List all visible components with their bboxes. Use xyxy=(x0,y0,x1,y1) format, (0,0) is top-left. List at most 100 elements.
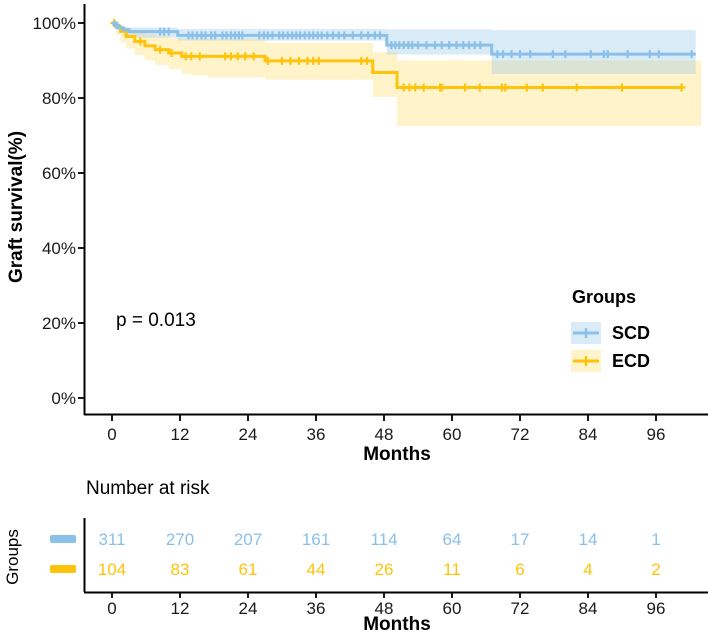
ecd-censor-mark xyxy=(437,83,446,92)
y-tick-label: 100% xyxy=(33,14,76,33)
ecd-confidence-band xyxy=(112,23,702,127)
x-tick-label: 24 xyxy=(239,425,258,444)
risk-x-tick-label: 12 xyxy=(171,599,190,618)
y-axis-title: Graft survival(%) xyxy=(6,130,27,284)
ecd-censor-mark xyxy=(501,83,510,92)
scd-censor-mark xyxy=(654,50,663,59)
ecd-censor-mark xyxy=(572,83,581,92)
scd-censor-mark xyxy=(112,21,121,30)
risk-count-ecd: 104 xyxy=(98,560,126,579)
risk-count-ecd: 4 xyxy=(583,560,592,579)
ecd-censor-mark xyxy=(136,37,145,46)
scd-censor-mark xyxy=(603,50,612,59)
scd-censor-mark xyxy=(376,31,384,40)
risk-count-scd: 64 xyxy=(443,530,462,549)
scd-censor-mark xyxy=(476,41,485,50)
risk-count-scd: 14 xyxy=(579,530,598,549)
x-tick-label: 12 xyxy=(171,425,190,444)
risk-count-scd: 207 xyxy=(234,530,262,549)
risk-x-tick-label: 60 xyxy=(443,599,462,618)
risk-count-scd: 270 xyxy=(166,530,194,549)
legend-label-scd: SCD xyxy=(612,323,651,343)
risk-count-ecd: 2 xyxy=(651,560,660,579)
scd-censor-mark xyxy=(437,41,446,50)
risk-count-scd: 1 xyxy=(651,530,660,549)
legend-title: Groups xyxy=(572,287,637,307)
risk-count-scd: 161 xyxy=(302,530,330,549)
scd-censor-mark xyxy=(586,50,595,59)
risk-table-x-axis-title: Months xyxy=(363,614,431,635)
y-tick-label: 40% xyxy=(42,239,76,258)
risk-x-tick-label: 0 xyxy=(107,599,116,618)
risk-count-scd: 311 xyxy=(98,530,125,549)
ecd-censor-mark xyxy=(249,52,258,61)
ecd-censor-mark xyxy=(156,45,165,54)
ecd-censor-mark xyxy=(461,83,469,92)
ecd-censor-mark xyxy=(538,83,547,92)
scd-censor-mark xyxy=(499,50,507,59)
ecd-censor-mark xyxy=(314,56,323,65)
risk-count-ecd: 6 xyxy=(515,560,524,579)
risk-x-tick-label: 36 xyxy=(307,599,326,618)
ecd-censor-mark xyxy=(419,83,428,92)
scd-censor-mark xyxy=(516,50,524,59)
scd-censor-mark xyxy=(526,50,535,59)
scd-censor-mark xyxy=(623,50,632,59)
risk-x-tick-label: 84 xyxy=(579,599,598,618)
risk-count-ecd: 61 xyxy=(239,560,258,579)
legend-label-ecd: ECD xyxy=(612,351,651,371)
ecd-censor-mark xyxy=(286,56,295,65)
legend-key-ecd-icon xyxy=(571,350,601,372)
x-tick-label: 36 xyxy=(307,425,326,444)
scd-censor-mark xyxy=(687,50,696,59)
scd-censor-mark xyxy=(238,31,247,40)
ecd-censor-mark xyxy=(363,56,371,65)
risk-x-tick-label: 72 xyxy=(511,599,530,618)
ecd-censor-mark xyxy=(278,56,286,65)
y-tick-label: 0% xyxy=(51,389,76,408)
scd-censor-mark xyxy=(364,31,373,40)
scd-censor-mark xyxy=(414,41,422,50)
ecd-censor-mark xyxy=(195,52,204,61)
risk-count-scd: 114 xyxy=(370,530,397,549)
scd-censor-mark xyxy=(348,31,357,40)
risk-row-key-scd xyxy=(50,535,76,543)
risk-row-key-ecd xyxy=(50,565,76,573)
ecd-censor-mark xyxy=(227,52,235,61)
ecd-censor-mark xyxy=(233,52,242,61)
scd-censor-mark xyxy=(340,31,349,40)
risk-count-ecd: 11 xyxy=(443,560,461,579)
scd-censor-mark xyxy=(357,31,366,40)
ecd-censor-mark xyxy=(241,52,250,61)
x-tick-label: 60 xyxy=(443,425,462,444)
y-tick-label: 80% xyxy=(42,89,76,108)
ecd-censor-mark xyxy=(618,83,626,92)
risk-x-tick-label: 96 xyxy=(647,599,666,618)
scd-censor-mark xyxy=(268,31,277,40)
scd-censor-mark xyxy=(445,41,454,50)
ecd-censor-mark xyxy=(187,52,196,61)
risk-count-ecd: 83 xyxy=(171,560,190,579)
scd-censor-mark xyxy=(452,41,461,50)
legend-key-scd-icon xyxy=(571,322,601,344)
risk-x-tick-label: 48 xyxy=(375,599,394,618)
y-tick-label: 60% xyxy=(42,164,76,183)
ecd-survival-curve xyxy=(112,21,684,89)
ecd-censor-mark xyxy=(263,56,272,65)
x-tick-label: 48 xyxy=(375,425,394,444)
x-axis-title: Months xyxy=(363,444,431,465)
p-value-label: p = 0.013 xyxy=(116,310,196,331)
risk-x-tick-label: 24 xyxy=(239,599,258,618)
risk-table-title: Number at risk xyxy=(86,478,210,499)
y-tick-label: 20% xyxy=(42,314,76,333)
scd-censor-mark xyxy=(645,50,654,59)
ecd-censor-mark xyxy=(411,83,420,92)
x-tick-label: 96 xyxy=(647,425,666,444)
risk-count-scd: 17 xyxy=(511,530,530,549)
ecd-censor-mark xyxy=(167,49,176,57)
scd-censor-mark xyxy=(422,41,431,50)
scd-censor-mark xyxy=(164,27,173,36)
scd-censor-mark xyxy=(211,31,220,40)
